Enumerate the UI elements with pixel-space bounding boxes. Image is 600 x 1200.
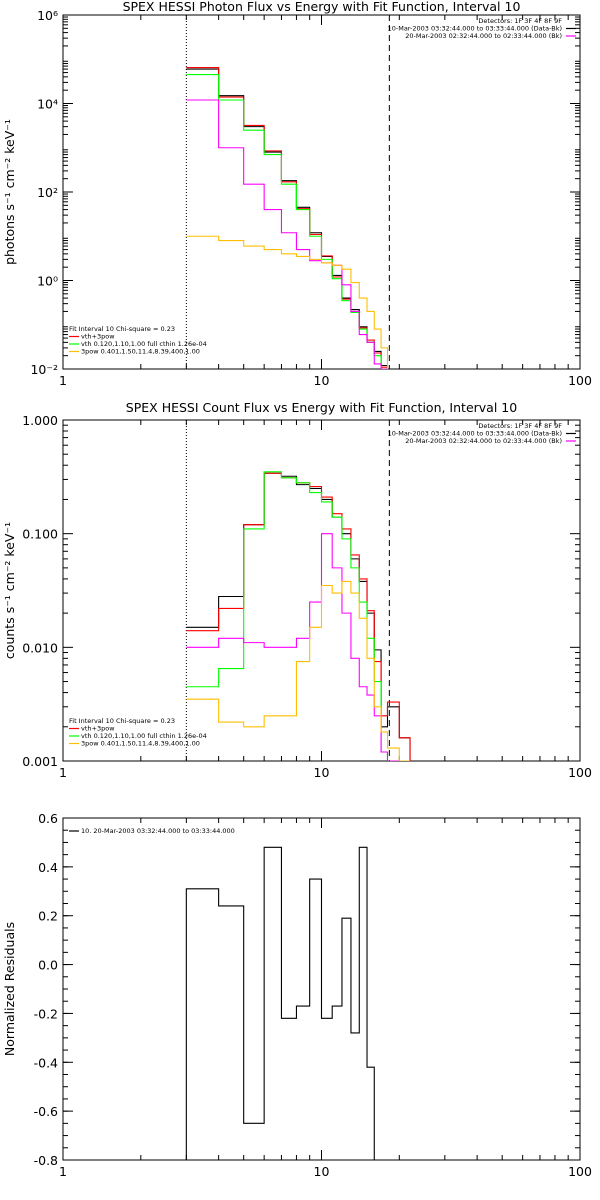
chart-title: SPEX HESSI Photon Flux vs Energy with Fi… <box>123 0 521 14</box>
y-tick-label: 10⁻² <box>30 362 58 377</box>
header-line-0: Detectors: 1F 3F 4F 8F 9F <box>478 422 562 430</box>
series-line-0 <box>186 68 389 369</box>
legend-entry-3: 3pow 0.401,1.50,11.4,8.39,400,1.00 <box>81 740 200 748</box>
x-tick-label: 100 <box>568 765 592 780</box>
y-tick-label: 10⁶ <box>37 8 58 23</box>
y-tick-label: 0.0 <box>38 958 58 973</box>
y-tick-label: 0.100 <box>22 527 58 542</box>
series-line-0 <box>185 846 375 1160</box>
y-tick-label: -0.8 <box>34 1153 58 1168</box>
series-group <box>186 471 411 761</box>
x-tick-label: 10 <box>314 373 330 388</box>
series-line-3 <box>186 533 411 761</box>
legend-entry-0: Fit Interval 10 Chi-square = 0.23 <box>69 325 175 333</box>
legend-entry-3: 3pow 0.401,1.50,11.4,8.39,400,1.00 <box>81 348 200 356</box>
series-line-3 <box>186 99 388 369</box>
y-tick-label: 0.6 <box>38 811 58 826</box>
series-line-2 <box>186 471 411 761</box>
x-tick-label: 100 <box>568 373 592 388</box>
y-tick-label: 10² <box>37 185 58 200</box>
legend-entry-0: Fit Interval 10 Chi-square = 0.23 <box>69 717 175 725</box>
y-tick-label: 10⁴ <box>37 97 58 112</box>
x-tick-label: 10 <box>314 765 330 780</box>
x-tick-label: 10 <box>314 1164 330 1179</box>
y-axis-label: counts s⁻¹ cm⁻² keV⁻¹ <box>2 522 17 659</box>
legend-entry-0: 10. 20-Mar-2003 03:32:44.000 to 03:33:44… <box>81 827 235 835</box>
photon-flux-panel: SPEX HESSI Photon Flux vs Energy with Fi… <box>2 0 592 388</box>
legend-entry-1: vth+3pow <box>81 333 115 341</box>
y-tick-label: -0.4 <box>34 1055 58 1070</box>
y-axis-label: photons s⁻¹ cm⁻² keV⁻¹ <box>2 119 17 265</box>
y-tick-label: 0.2 <box>38 909 58 924</box>
y-tick-label: 0.010 <box>22 640 58 655</box>
y-tick-label: -0.6 <box>34 1104 58 1119</box>
y-tick-label: 10⁰ <box>37 274 58 289</box>
x-tick-label: 1 <box>59 373 67 388</box>
series-line-4 <box>186 580 411 761</box>
y-tick-label: 0.001 <box>22 754 58 769</box>
legend-entry-1: vth+3pow <box>81 725 115 733</box>
y-tick-label: 0.4 <box>38 860 58 875</box>
series-line-1 <box>186 66 389 369</box>
header-line-2: 20-Mar-2003 02:32:44.000 to 02:33:44.000… <box>405 437 562 445</box>
series-line-1 <box>186 472 411 761</box>
chart-title: SPEX HESSI Count Flux vs Energy with Fit… <box>126 400 517 415</box>
series-line-4 <box>186 235 389 369</box>
header-line-1: 10-Mar-2003 03:32:44.000 to 03:33:44.000… <box>388 430 562 438</box>
plot-frame <box>62 14 581 370</box>
series-line-0 <box>186 472 411 761</box>
header-line-2: 20-Mar-2003 02:32:44.000 to 02:33:44.000… <box>405 32 562 40</box>
legend-entry-2: vth 0.120,1.10,1.00 full cthin 1.26e-04 <box>81 340 207 348</box>
series-line-2 <box>186 74 388 369</box>
series-group <box>186 66 389 369</box>
y-axis-label: Normalized Residuals <box>2 922 17 1056</box>
count-flux-panel: SPEX HESSI Count Flux vs Energy with Fit… <box>2 400 592 780</box>
y-tick-label: -0.2 <box>34 1006 58 1021</box>
x-tick-label: 100 <box>568 1164 592 1179</box>
residuals-panel: 1 10 100 -0.8 -0.6 -0.4 -0.2 0.0 0.2 0.4 0.6 Normal… <box>2 811 592 1179</box>
x-tick-label: 1 <box>59 1164 67 1179</box>
header-line-0: Detectors: 1F 3F 4F 8F 9F <box>478 17 562 25</box>
legend-entry-2: vth 0.120,1.10,1.00 full cthin 1.26e-04 <box>81 732 207 740</box>
header-line-1: 10-Mar-2003 03:32:44.000 to 03:33:44.000… <box>388 25 562 33</box>
x-tick-label: 1 <box>59 765 67 780</box>
y-tick-label: 1.000 <box>22 413 58 428</box>
series-group <box>185 846 375 1160</box>
